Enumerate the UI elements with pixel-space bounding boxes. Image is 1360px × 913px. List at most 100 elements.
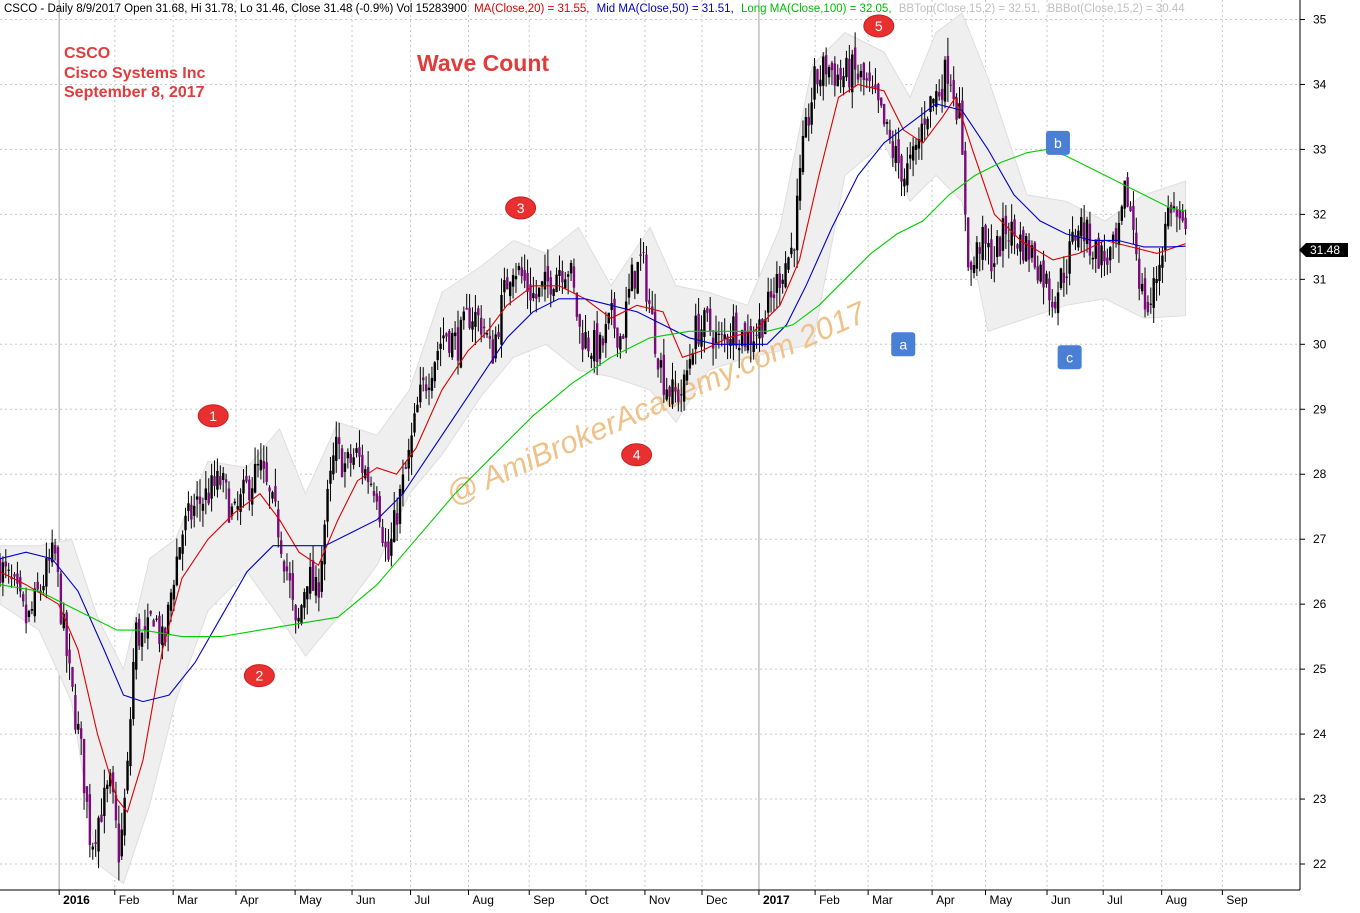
candle-body xyxy=(920,123,924,143)
candle-body xyxy=(152,620,155,627)
candle-body xyxy=(506,277,509,290)
candle-body xyxy=(772,294,776,299)
candle-body xyxy=(749,326,752,345)
candle-body xyxy=(384,541,387,548)
candle-body xyxy=(720,333,723,335)
header-ma50: Mid MA(Close,50) = 31.51, xyxy=(597,3,734,15)
candle-body xyxy=(935,91,938,107)
candle-body xyxy=(277,509,280,538)
candle-body xyxy=(82,738,86,794)
candle-body xyxy=(578,314,581,327)
candle-body xyxy=(7,569,10,571)
candle-body xyxy=(1169,204,1173,214)
candle-body xyxy=(471,321,474,330)
candle-body xyxy=(511,275,515,287)
candle-body xyxy=(456,327,460,361)
candle-body xyxy=(346,452,350,459)
candle-body xyxy=(877,84,880,101)
candle-body xyxy=(451,332,454,358)
candle-body xyxy=(793,249,796,251)
candle-body xyxy=(535,294,538,299)
candle-body xyxy=(59,573,63,624)
candle-body xyxy=(561,270,564,283)
abc-marker-a xyxy=(891,332,916,357)
candle-body xyxy=(184,515,187,531)
candle-body xyxy=(697,313,700,345)
candle-body xyxy=(824,55,828,75)
abc-label-a: a xyxy=(899,336,907,352)
candle-body xyxy=(1062,272,1066,284)
candle-body xyxy=(798,168,802,201)
candle-body xyxy=(665,389,668,400)
candle-body xyxy=(56,547,60,573)
candle-body xyxy=(564,279,567,289)
candle-body xyxy=(961,100,964,155)
candle-body xyxy=(680,394,683,396)
candle-body xyxy=(494,334,497,359)
candle-body xyxy=(1158,264,1161,282)
candle-body xyxy=(1077,230,1080,248)
candle-body xyxy=(1123,180,1126,209)
candle-body xyxy=(517,265,521,271)
candle-body xyxy=(969,262,973,270)
candle-body xyxy=(1172,206,1176,209)
candle-body xyxy=(862,63,866,81)
candle-body xyxy=(984,225,987,244)
candle-body xyxy=(1143,278,1147,310)
candle-body xyxy=(1161,255,1164,268)
candle-body xyxy=(407,449,410,469)
candle-body xyxy=(836,74,839,87)
candle-body xyxy=(868,72,871,82)
x-tick-label: Jun xyxy=(1051,893,1070,907)
candle-body xyxy=(378,496,381,523)
candle-body xyxy=(103,787,106,816)
candle-body xyxy=(691,352,695,365)
candle-body xyxy=(468,307,471,329)
candle-body xyxy=(848,58,851,88)
candle-body xyxy=(790,247,793,255)
candle-body xyxy=(187,503,190,511)
candle-body xyxy=(337,437,341,444)
candle-body xyxy=(4,561,7,567)
candle-body xyxy=(279,540,283,554)
x-tick-label: Dec xyxy=(706,893,727,907)
candle-body xyxy=(390,538,393,556)
candle-body xyxy=(1019,234,1022,252)
candle-body xyxy=(349,453,352,463)
candle-body xyxy=(500,294,503,345)
x-tick-label: Aug xyxy=(1166,893,1187,907)
wave-label-4: 4 xyxy=(633,447,641,463)
candle-body xyxy=(990,239,993,272)
candle-body xyxy=(366,466,370,483)
candle-body xyxy=(572,266,576,288)
candle-body xyxy=(595,323,599,362)
candle-body xyxy=(909,154,912,159)
candle-body xyxy=(219,476,222,486)
candle-body xyxy=(827,67,831,78)
candle-body xyxy=(1091,257,1095,260)
candle-body xyxy=(703,310,706,337)
candle-body xyxy=(584,332,587,349)
candle-body xyxy=(769,291,773,298)
candle-body xyxy=(198,496,202,504)
candle-body xyxy=(306,586,309,600)
y-tick-label: 29 xyxy=(1313,402,1327,416)
x-tick-label: Sep xyxy=(1226,893,1248,907)
candle-body xyxy=(161,626,164,646)
y-tick-label: 33 xyxy=(1313,142,1327,156)
candle-body xyxy=(526,272,529,292)
candle-body xyxy=(248,479,251,501)
candle-body xyxy=(1138,258,1141,289)
candle-body xyxy=(711,337,715,349)
candle-body xyxy=(233,501,237,504)
candle-body xyxy=(642,252,645,254)
bollinger-bands xyxy=(0,12,1187,885)
candle-body xyxy=(201,503,205,511)
candle-body xyxy=(320,561,323,592)
candle-body xyxy=(622,335,625,339)
candle-body xyxy=(940,88,944,100)
x-tick-label: May xyxy=(299,893,322,907)
